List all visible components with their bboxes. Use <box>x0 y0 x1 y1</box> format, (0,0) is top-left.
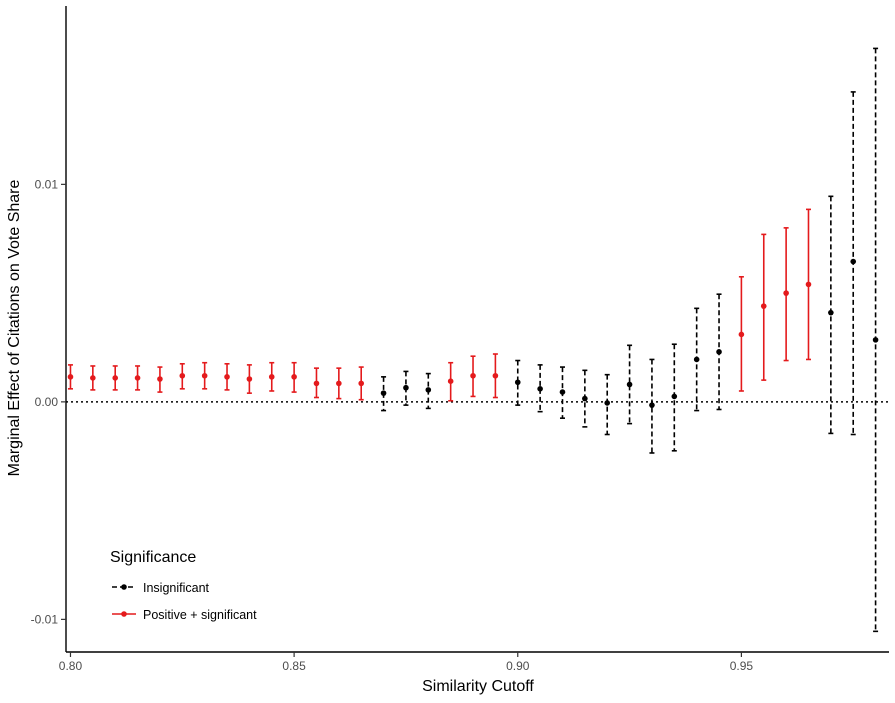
data-point <box>67 374 74 380</box>
data-point <box>425 387 432 393</box>
data-point <box>828 309 834 316</box>
data-point <box>470 372 476 379</box>
legend-label-insignificant: Insignificant <box>143 581 210 595</box>
plot-area <box>66 47 889 633</box>
data-point <box>201 372 208 379</box>
data-point <box>582 395 588 402</box>
y-axis-ticks: -0.01 0.00 0.01 <box>31 177 66 626</box>
data-point <box>358 380 365 387</box>
data-point <box>872 337 879 343</box>
x-tick-label: 0.80 <box>59 659 83 673</box>
data-point <box>313 380 320 387</box>
x-axis-ticks: 0.80 0.85 0.90 0.95 <box>59 652 754 673</box>
y-tick-label: 0.00 <box>35 395 59 409</box>
data-point <box>604 400 611 406</box>
data-point <box>805 281 812 288</box>
series-insig <box>380 47 879 633</box>
data-point <box>492 372 499 379</box>
y-tick-label: 0.01 <box>35 177 59 191</box>
data-point <box>649 402 655 408</box>
data-point <box>246 376 253 382</box>
data-point <box>671 393 678 400</box>
data-point <box>291 374 297 380</box>
data-point <box>447 378 454 385</box>
x-tick-label: 0.95 <box>730 659 754 673</box>
data-point <box>336 380 342 387</box>
data-point <box>403 384 409 391</box>
legend: Significance Insignificant Positive + si… <box>110 549 257 622</box>
y-tick-label: -0.01 <box>31 612 59 626</box>
data-point <box>626 381 633 388</box>
legend-entry-significant: Positive + significant <box>112 608 257 622</box>
data-point <box>738 331 745 338</box>
data-point <box>760 303 767 309</box>
data-point <box>224 374 230 380</box>
legend-key-significant-point <box>121 611 127 617</box>
data-point <box>850 258 857 265</box>
x-axis-label: Similarity Cutoff <box>422 678 534 695</box>
x-tick-label: 0.85 <box>282 659 306 673</box>
data-point <box>716 349 722 355</box>
y-axis-label: Marginal Effect of Citations on Vote Sha… <box>6 180 23 477</box>
data-point <box>179 372 186 379</box>
data-point <box>693 356 700 363</box>
legend-title: Significance <box>110 549 196 566</box>
data-point <box>559 389 566 395</box>
legend-key-insignificant-point <box>121 584 127 590</box>
data-point <box>157 376 163 382</box>
data-point <box>90 375 96 381</box>
data-point <box>112 375 119 381</box>
data-point <box>134 375 141 381</box>
data-point <box>268 374 275 380</box>
legend-label-significant: Positive + significant <box>143 608 257 622</box>
series-sig <box>67 208 812 402</box>
x-tick-label: 0.90 <box>506 659 530 673</box>
data-point <box>514 379 521 386</box>
legend-entry-insignificant: Insignificant <box>112 581 210 595</box>
data-point <box>783 290 789 296</box>
data-point <box>537 386 543 392</box>
data-point <box>380 390 387 396</box>
